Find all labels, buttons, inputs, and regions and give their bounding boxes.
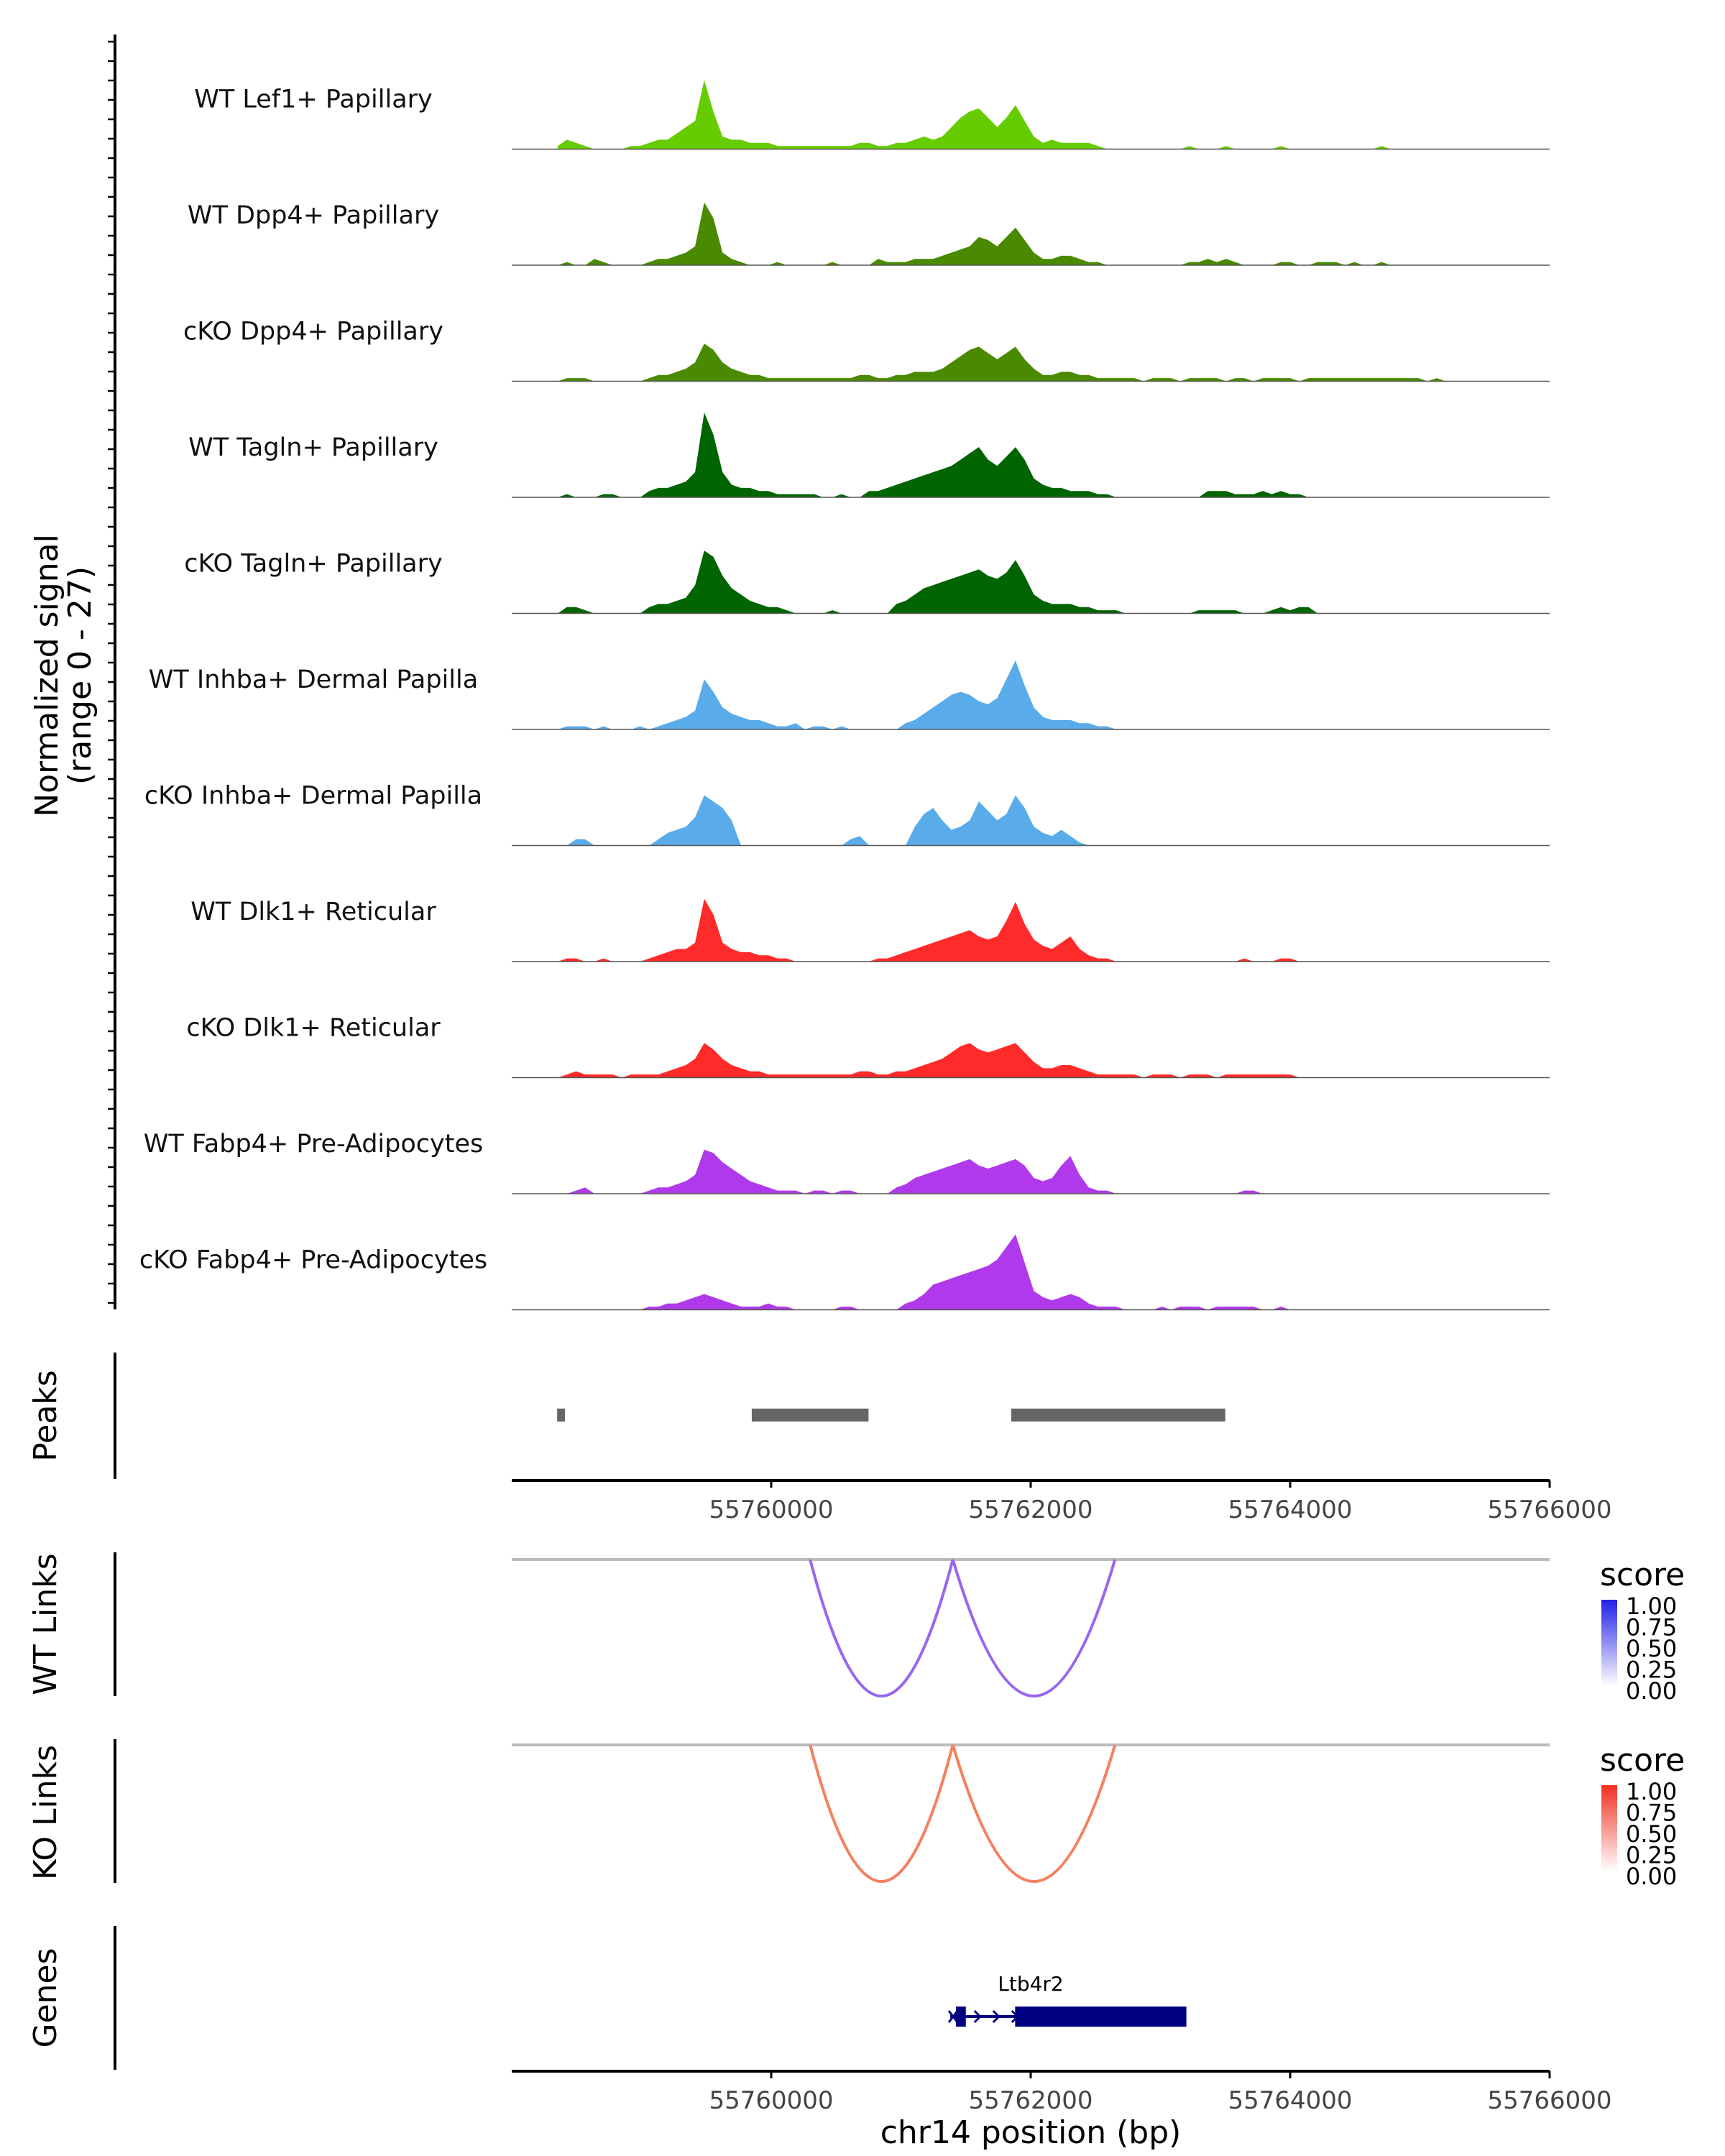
track-5: WT Inhba+ Dermal Papilla — [149, 660, 1550, 730]
strand-arrow — [973, 2009, 982, 2024]
peaks-label: Peaks — [27, 1370, 64, 1461]
coverage-tracks: WT Lef1+ Papillary WT Dpp4+ Papillary cKO … — [139, 80, 1550, 1311]
links-track-1 — [512, 1743, 1550, 1883]
coverage-area — [558, 1149, 1501, 1194]
track-label: WT Dpp4+ Papillary — [188, 201, 439, 230]
legend-tick-label: 0.25 — [1626, 1842, 1677, 1869]
peaks-track — [557, 1409, 1225, 1422]
legend-tick-label: 1.00 — [1626, 1593, 1677, 1620]
x-tick-label: 55760000 — [709, 2086, 833, 2115]
x-tick-label: 55766000 — [1487, 2086, 1611, 2115]
legend-tick-label: 0.00 — [1626, 1677, 1677, 1705]
x-tick-label: 55762000 — [968, 1496, 1092, 1524]
coverage-area — [558, 413, 1501, 497]
peak-block — [751, 1409, 869, 1422]
ko-links-label: KO Links — [27, 1745, 64, 1880]
gene-exon-main — [1015, 2007, 1187, 2027]
coverage-area — [558, 795, 1501, 846]
gene-exon-5prime — [956, 2007, 966, 2027]
track-9: WT Fabp4+ Pre-Adipocytes — [144, 1130, 1550, 1194]
x-tick-label: 55762000 — [968, 2086, 1092, 2115]
track-label: WT Inhba+ Dermal Papilla — [149, 665, 478, 694]
x-tick-label: 55764000 — [1228, 1496, 1352, 1524]
track-6: cKO Inhba+ Dermal Papilla — [144, 782, 1550, 847]
peak-block — [557, 1409, 566, 1422]
legend-title: score — [1600, 1742, 1685, 1779]
x-tick-label: 55764000 — [1228, 2086, 1352, 2115]
track-8: cKO Dlk1+ Reticular — [186, 1014, 1550, 1079]
peak-block — [1011, 1409, 1225, 1422]
coverage-area — [558, 898, 1501, 962]
x-axis-title: chr14 position (bp) — [880, 2114, 1182, 2151]
link-arc — [809, 1744, 954, 1883]
coverage-area — [558, 660, 1501, 729]
track-0: WT Lef1+ Papillary — [194, 80, 1550, 150]
legend-colorbar — [1601, 1600, 1617, 1686]
coverage-area — [558, 202, 1501, 265]
track-label: cKO Tagln+ Papillary — [184, 550, 443, 579]
legend-tick-label: 1.00 — [1626, 1778, 1677, 1805]
legend-tick-label: 0.50 — [1626, 1635, 1677, 1662]
legend-colorbar — [1601, 1785, 1617, 1871]
coverage-y-label-line1: Normalized signal — [29, 534, 65, 817]
coverage-y-label-line2: (range 0 - 27) — [62, 566, 98, 785]
gene-start-mark — [947, 2010, 959, 2023]
track-3: WT Tagln+ Papillary — [188, 413, 1550, 498]
gene-name-label: Ltb4r2 — [998, 1972, 1064, 1996]
coverage-area — [558, 550, 1501, 614]
coverage-area — [558, 1234, 1501, 1310]
strand-arrow — [1011, 2009, 1019, 2024]
track-label: WT Fabp4+ Pre-Adipocytes — [144, 1130, 483, 1158]
x-tick-label: 55766000 — [1487, 1496, 1611, 1524]
track-label: WT Tagln+ Papillary — [188, 433, 438, 462]
x-axis-genes: 55760000 55762000 55764000 55766000 — [512, 2070, 1612, 2115]
coverage-y-ticks — [108, 40, 115, 1304]
legend-title: score — [1600, 1557, 1685, 1593]
links-track-0 — [512, 1558, 1550, 1697]
links-tracks — [512, 1558, 1550, 1883]
track-10: cKO Fabp4+ Pre-Adipocytes — [139, 1234, 1550, 1311]
x-axis-peaks: 55760000 55762000 55764000 55766000 — [512, 1479, 1612, 1524]
link-arc — [951, 1559, 1117, 1697]
legend-tick-label: 0.50 — [1626, 1820, 1677, 1848]
track-7: WT Dlk1+ Reticular — [190, 898, 1550, 962]
track-label: cKO Fabp4+ Pre-Adipocytes — [139, 1246, 487, 1275]
legend-tick-label: 0.75 — [1626, 1614, 1677, 1641]
track-4: cKO Tagln+ Papillary — [184, 550, 1550, 614]
legend-tick-label: 0.75 — [1626, 1800, 1677, 1827]
gene-track — [947, 2007, 1187, 2027]
x-tick-label: 55760000 — [709, 1496, 833, 1524]
track-2: cKO Dpp4+ Papillary — [183, 318, 1550, 382]
coverage-area — [558, 80, 1501, 149]
coverage-area — [558, 344, 1501, 382]
legend-tick-label: 0.25 — [1626, 1657, 1677, 1684]
track-label: cKO Dpp4+ Papillary — [183, 318, 443, 346]
coverage-area — [558, 1043, 1501, 1078]
track-label: WT Lef1+ Papillary — [194, 86, 433, 114]
track-1: WT Dpp4+ Papillary — [188, 201, 1550, 266]
link-arc — [951, 1744, 1117, 1883]
strand-arrow — [992, 2009, 1000, 2024]
score-legends: score1.000.750.500.250.00score1.000.750.… — [1600, 1557, 1685, 1890]
wt-links-label: WT Links — [27, 1553, 64, 1695]
legend-tick-label: 0.00 — [1626, 1863, 1677, 1890]
genes-label: Genes — [27, 1948, 64, 2047]
track-label: cKO Dlk1+ Reticular — [186, 1014, 441, 1043]
track-label: cKO Inhba+ Dermal Papilla — [144, 782, 482, 811]
track-label: WT Dlk1+ Reticular — [190, 898, 436, 926]
link-arc — [809, 1559, 954, 1697]
